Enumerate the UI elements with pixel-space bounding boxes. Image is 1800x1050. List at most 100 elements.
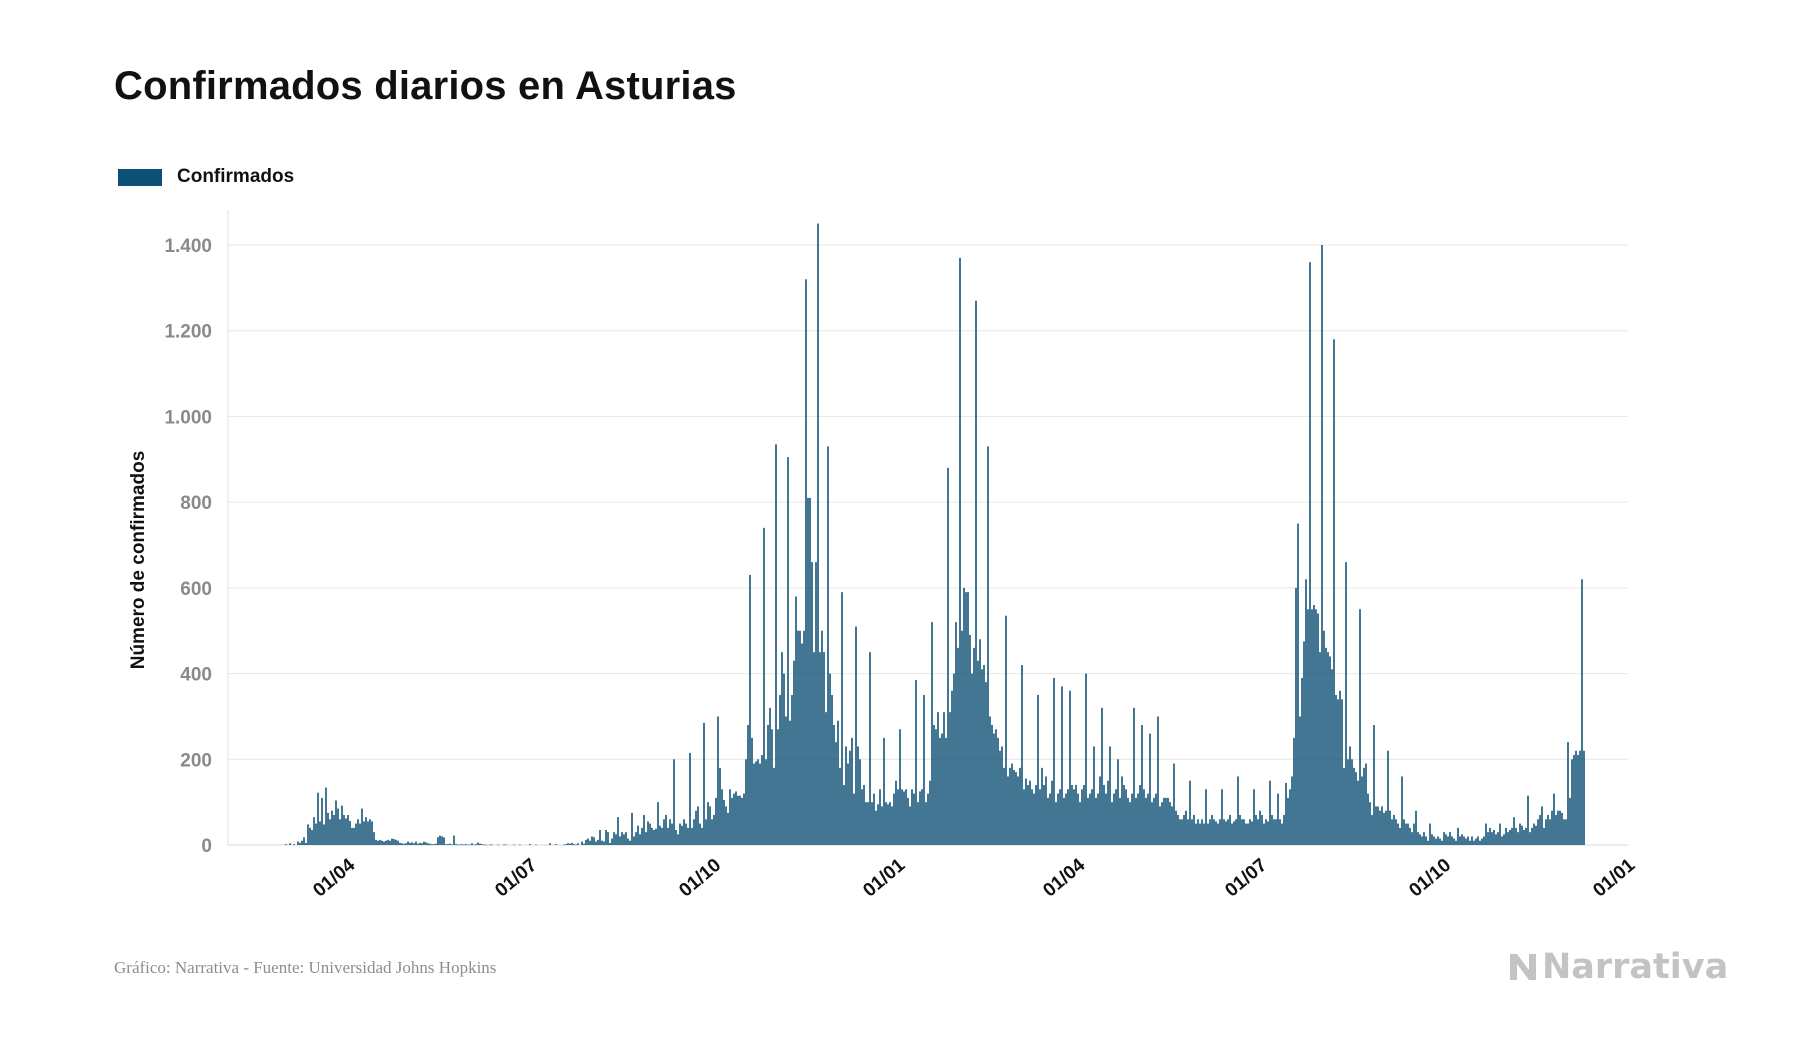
bar bbox=[1211, 815, 1213, 845]
bar bbox=[861, 789, 863, 845]
bar bbox=[1221, 789, 1223, 845]
bar bbox=[1225, 821, 1227, 845]
bar bbox=[339, 819, 341, 845]
bar bbox=[1511, 827, 1513, 845]
bar bbox=[1255, 815, 1257, 845]
bar bbox=[1531, 827, 1533, 845]
bar bbox=[733, 793, 735, 845]
bar bbox=[1065, 793, 1067, 845]
bar bbox=[1203, 823, 1205, 845]
bar bbox=[1191, 819, 1193, 845]
bar bbox=[379, 839, 381, 845]
y-tick-label: 1.000 bbox=[164, 407, 212, 428]
bar bbox=[1469, 840, 1471, 845]
bar bbox=[1285, 782, 1287, 845]
bar bbox=[1025, 778, 1027, 845]
bar bbox=[937, 712, 939, 845]
bar bbox=[1275, 819, 1277, 845]
bar bbox=[1245, 823, 1247, 845]
x-tick-label: 01/07 bbox=[1221, 855, 1271, 902]
y-tick-label: 1.200 bbox=[164, 322, 212, 343]
bar bbox=[1217, 823, 1219, 845]
bar bbox=[1295, 587, 1297, 845]
bar bbox=[1411, 832, 1413, 845]
bar bbox=[1337, 699, 1339, 845]
bar bbox=[321, 797, 323, 845]
bar bbox=[1003, 767, 1005, 845]
bar bbox=[567, 843, 569, 845]
bar bbox=[1269, 780, 1271, 845]
bar bbox=[333, 815, 335, 845]
legend-swatch bbox=[118, 168, 162, 186]
bar bbox=[1387, 750, 1389, 845]
bar bbox=[1059, 789, 1061, 845]
bar bbox=[837, 720, 839, 845]
bar bbox=[431, 844, 433, 845]
bar bbox=[595, 841, 597, 845]
bar bbox=[879, 789, 881, 845]
bar bbox=[1361, 776, 1363, 845]
bar bbox=[655, 828, 657, 845]
bar bbox=[1515, 827, 1517, 845]
bar bbox=[371, 821, 373, 845]
bar bbox=[1509, 830, 1511, 845]
bar bbox=[867, 802, 869, 845]
bar bbox=[873, 793, 875, 845]
bar bbox=[453, 835, 455, 845]
bar bbox=[957, 647, 959, 845]
bar bbox=[891, 806, 893, 845]
bar bbox=[611, 838, 613, 845]
bar bbox=[457, 844, 459, 846]
bar bbox=[1583, 750, 1585, 845]
bar bbox=[643, 815, 645, 845]
bar bbox=[689, 752, 691, 845]
bar bbox=[625, 832, 627, 845]
bar bbox=[1423, 832, 1425, 845]
bar bbox=[677, 834, 679, 845]
bar bbox=[1363, 767, 1365, 845]
bar bbox=[437, 837, 439, 845]
x-tick-label: 01/01 bbox=[859, 854, 909, 901]
bar bbox=[713, 815, 715, 845]
bar bbox=[813, 652, 815, 845]
bar bbox=[897, 789, 899, 845]
bar bbox=[757, 759, 759, 845]
bar bbox=[1131, 793, 1133, 845]
bar bbox=[1403, 819, 1405, 845]
bar bbox=[1133, 707, 1135, 845]
bar bbox=[1237, 776, 1239, 845]
bar bbox=[755, 761, 757, 845]
bar bbox=[1381, 806, 1383, 845]
bar bbox=[1391, 819, 1393, 845]
bar bbox=[609, 842, 611, 845]
bar bbox=[663, 819, 665, 845]
y-tick-label: 200 bbox=[180, 750, 212, 771]
bar bbox=[1085, 673, 1087, 845]
bar bbox=[329, 819, 331, 845]
y-tick-label: 1.400 bbox=[164, 236, 212, 257]
bar bbox=[489, 844, 491, 846]
bar bbox=[731, 797, 733, 845]
grid-lines bbox=[228, 244, 1628, 846]
narrativa-logo: Narrativa bbox=[1508, 947, 1728, 987]
bar bbox=[977, 660, 979, 845]
bar bbox=[1343, 767, 1345, 845]
bar bbox=[1483, 836, 1485, 845]
bar bbox=[1113, 793, 1115, 845]
bar bbox=[1477, 836, 1479, 845]
bar bbox=[443, 837, 445, 845]
bar bbox=[1279, 819, 1281, 845]
bar bbox=[965, 592, 967, 845]
bar bbox=[459, 844, 461, 846]
bar bbox=[1271, 815, 1273, 845]
bar bbox=[639, 834, 641, 845]
bar bbox=[429, 843, 431, 845]
bar bbox=[799, 630, 801, 845]
bar bbox=[649, 823, 651, 845]
bar bbox=[717, 716, 719, 845]
bar bbox=[1393, 815, 1395, 845]
bar bbox=[1063, 797, 1065, 845]
bar bbox=[381, 840, 383, 845]
bar bbox=[1145, 797, 1147, 845]
bar bbox=[591, 836, 593, 845]
